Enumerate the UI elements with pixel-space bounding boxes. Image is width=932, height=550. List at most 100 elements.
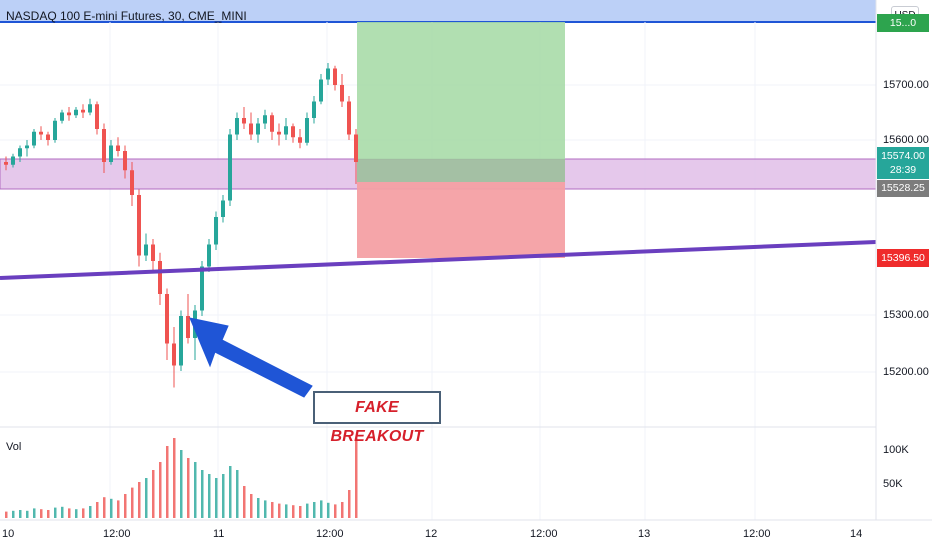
- candle-body[interactable]: [354, 134, 358, 163]
- position-profit-zone[interactable]: [357, 22, 565, 182]
- candle-body[interactable]: [25, 145, 29, 149]
- volume-bar: [110, 498, 113, 518]
- candle-body[interactable]: [151, 244, 155, 262]
- time-label: 13: [638, 528, 651, 540]
- candle-body[interactable]: [214, 217, 218, 245]
- time-label: 12: [425, 528, 438, 540]
- stop-price-tag: 15528.25: [877, 180, 929, 197]
- volume-bar: [12, 510, 15, 518]
- price-tick: 15300.00: [883, 309, 929, 321]
- candle-body[interactable]: [18, 148, 22, 157]
- candle-body[interactable]: [46, 134, 50, 141]
- candle-body[interactable]: [67, 112, 71, 116]
- volume-bar: [138, 482, 141, 518]
- volume-label[interactable]: Vol: [6, 441, 22, 453]
- candle-body[interactable]: [116, 145, 120, 152]
- candle-body[interactable]: [228, 134, 232, 201]
- candle-body[interactable]: [200, 266, 204, 311]
- candle-body[interactable]: [256, 123, 260, 135]
- volume-layer: [5, 438, 358, 518]
- volume-bar: [33, 508, 36, 518]
- volume-bar: [47, 510, 50, 518]
- time-label: 14: [850, 528, 863, 540]
- candle-body[interactable]: [186, 316, 190, 338]
- volume-bar: [117, 500, 120, 518]
- target-price-tag: 15...0: [877, 14, 929, 32]
- candle-body[interactable]: [235, 118, 239, 135]
- candle-body[interactable]: [298, 137, 302, 143]
- candle-body[interactable]: [284, 126, 288, 135]
- candle-body[interactable]: [319, 79, 323, 102]
- volume-bar: [257, 498, 260, 518]
- volume-bar: [40, 509, 43, 518]
- candle-body[interactable]: [347, 101, 351, 135]
- candle-body[interactable]: [32, 131, 36, 146]
- candle-body[interactable]: [340, 85, 344, 102]
- symbol-title[interactable]: NASDAQ 100 E-mini Futures, 30, CME_MINI: [6, 9, 247, 23]
- breakout-arrow[interactable]: [189, 317, 313, 398]
- candle-body[interactable]: [102, 129, 106, 162]
- position-loss-zone[interactable]: [357, 182, 565, 258]
- time-label: 10: [2, 528, 15, 540]
- volume-bar: [292, 505, 295, 518]
- candle-body[interactable]: [109, 145, 113, 163]
- candle-body[interactable]: [207, 244, 211, 267]
- volume-bar: [271, 502, 274, 518]
- target-band: [0, 0, 876, 22]
- volume-bar: [243, 486, 246, 518]
- candle-body[interactable]: [333, 68, 337, 86]
- fake-breakout-callout[interactable]: FAKE BREAKOUT: [313, 391, 441, 445]
- volume-bar: [264, 500, 267, 518]
- candle-body[interactable]: [172, 343, 176, 366]
- volume-bar: [215, 478, 218, 518]
- volume-bar: [285, 504, 288, 518]
- volume-bar: [236, 470, 239, 518]
- current-price-tag: 15574.00 28:39: [877, 147, 929, 179]
- candle-body[interactable]: [263, 115, 267, 124]
- price-tick: 15200.00: [883, 366, 929, 378]
- candle-body[interactable]: [249, 123, 253, 135]
- volume-bar: [327, 502, 330, 518]
- volume-bar: [194, 462, 197, 518]
- candle-body[interactable]: [137, 195, 141, 256]
- volume-bar: [75, 509, 78, 518]
- volume-bar: [145, 478, 148, 518]
- candle-body[interactable]: [11, 156, 15, 165]
- candle-body[interactable]: [60, 112, 64, 121]
- candle-body[interactable]: [242, 118, 246, 124]
- volume-bar: [222, 474, 225, 518]
- candle-body[interactable]: [179, 316, 183, 366]
- candle-body[interactable]: [270, 115, 274, 132]
- volume-bar: [208, 474, 211, 518]
- candle-body[interactable]: [158, 261, 162, 294]
- volume-bar: [54, 507, 57, 518]
- candle-body[interactable]: [74, 109, 78, 116]
- candle-body[interactable]: [291, 126, 295, 138]
- candle-body[interactable]: [130, 170, 134, 195]
- candle-body[interactable]: [326, 68, 330, 80]
- candle-body[interactable]: [81, 109, 85, 113]
- volume-bar: [278, 503, 281, 518]
- candle-body[interactable]: [165, 294, 169, 344]
- candle-body[interactable]: [277, 131, 281, 135]
- candle-body[interactable]: [305, 118, 309, 143]
- candle-body[interactable]: [4, 162, 8, 165]
- candle-body[interactable]: [88, 104, 92, 113]
- time-label: 12:00: [316, 528, 344, 540]
- candle-body[interactable]: [144, 244, 148, 256]
- candle-body[interactable]: [221, 200, 225, 218]
- candle-body[interactable]: [53, 120, 57, 140]
- candle-body[interactable]: [95, 104, 99, 129]
- volume-bar: [131, 487, 134, 518]
- price-tick: 15700.00: [883, 79, 929, 91]
- candle-body[interactable]: [123, 151, 127, 171]
- volume-bar: [103, 497, 106, 518]
- trendline[interactable]: [0, 240, 877, 280]
- volume-bar: [313, 502, 316, 518]
- volume-bar: [96, 502, 99, 518]
- candle-body[interactable]: [39, 131, 43, 135]
- grid: [0, 22, 876, 520]
- candle-body[interactable]: [312, 101, 316, 119]
- volume-bar: [159, 462, 162, 518]
